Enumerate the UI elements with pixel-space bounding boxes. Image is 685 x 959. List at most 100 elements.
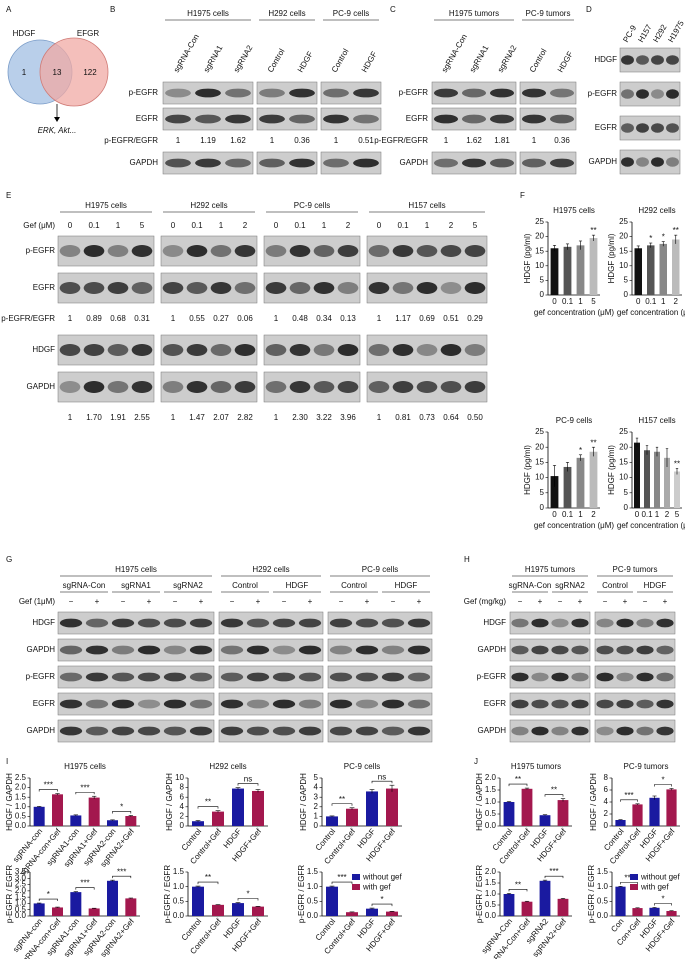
venn-note: ERK, Akt...: [38, 126, 77, 135]
bar: [659, 243, 667, 295]
band: [265, 344, 287, 356]
ratio-value: 0.36: [294, 136, 310, 145]
band: [368, 245, 390, 257]
x-tick-label: 2: [665, 510, 670, 519]
subgroup-label: HDGF: [395, 581, 418, 590]
treatment-sign: +: [308, 597, 313, 606]
band: [220, 726, 244, 736]
y-tick-label: 2.5: [15, 773, 27, 782]
treatment-sign: +: [538, 597, 543, 606]
x-tick-label: 2: [591, 510, 596, 519]
bar: [647, 245, 655, 295]
y-tick-label: 5: [314, 773, 319, 782]
lane-label: 0: [377, 221, 382, 230]
bar: [539, 880, 551, 916]
significance-label: ***: [337, 873, 346, 882]
band: [163, 618, 187, 628]
treatment-sign: +: [199, 597, 204, 606]
bar: [521, 901, 533, 916]
significance-bracket: [544, 794, 564, 797]
band: [353, 88, 379, 98]
significance-label: *: [246, 890, 249, 899]
ratio-value: 1.91: [110, 413, 126, 422]
y-tick-label: 25: [535, 217, 544, 226]
ratio-label: p-EGFR/EGFR: [374, 136, 428, 145]
row-label: EGFR: [484, 699, 506, 708]
panel-letter: I: [6, 757, 8, 766]
band: [265, 381, 287, 393]
band: [272, 618, 296, 628]
band: [616, 645, 634, 655]
y-tick-label: 2.0: [485, 867, 497, 876]
band: [111, 645, 135, 655]
band: [329, 618, 353, 628]
significance-bracket: [75, 887, 95, 890]
treatment-sign: −: [230, 597, 235, 606]
row-label: EGFR: [595, 123, 617, 132]
x-tick-label: 0: [552, 297, 557, 306]
band: [131, 245, 153, 257]
lane-label: 0: [171, 221, 176, 230]
ratio-value: 1: [444, 136, 449, 145]
significance-bracket: [331, 803, 353, 806]
lane-label: 1: [116, 221, 121, 230]
lane-label: sgRNA2: [496, 43, 519, 74]
ratio-value: 0.64: [443, 413, 459, 422]
group-label: H1975 cells: [187, 9, 229, 18]
significance-bracket: [197, 806, 219, 809]
band: [165, 88, 191, 98]
treatment-sign: −: [339, 597, 344, 606]
blot-strip: [57, 665, 215, 689]
band: [195, 114, 221, 124]
significance-label: **: [205, 873, 211, 882]
band: [329, 645, 353, 655]
y-tick-label: 0: [604, 821, 609, 830]
band: [636, 157, 649, 167]
band: [656, 699, 674, 709]
band: [272, 699, 296, 709]
ratio-value: 1: [377, 314, 382, 323]
bar: [326, 816, 338, 826]
lane-label: 0: [274, 221, 279, 230]
treatment-sign: +: [417, 597, 422, 606]
treatment-sign: +: [578, 597, 583, 606]
x-tick-label: 0.1: [645, 297, 657, 306]
blot-strip: [509, 611, 591, 635]
band: [85, 726, 109, 736]
venn-count: 13: [53, 68, 62, 77]
ratio-value: 0.13: [340, 314, 356, 323]
band: [298, 618, 322, 628]
band: [131, 282, 153, 294]
significance-bracket: [112, 811, 132, 814]
bar: [107, 820, 118, 826]
bar: [252, 906, 264, 916]
band: [353, 114, 379, 124]
significance-label: ***: [44, 781, 53, 790]
treatment-sign: +: [256, 597, 261, 606]
lane-label: 0.1: [191, 221, 203, 230]
significance-label: **: [673, 226, 679, 235]
band: [189, 726, 213, 736]
venn-count: 1: [22, 68, 27, 77]
band: [272, 672, 296, 682]
subgroup-label: sgRNA2: [173, 581, 203, 590]
band: [59, 381, 81, 393]
blot-strip: [327, 611, 433, 635]
y-tick-label: 1.5: [15, 892, 27, 901]
x-tick-label: 0: [636, 297, 641, 306]
significance-bracket: [508, 783, 528, 787]
bar: [212, 904, 224, 916]
y-tick-label: 1: [314, 812, 319, 821]
band: [596, 699, 614, 709]
band: [407, 726, 431, 736]
treatment-sign: +: [95, 597, 100, 606]
band: [220, 618, 244, 628]
y-tick-label: 0.0: [15, 911, 27, 920]
x-tick-label: 1: [578, 510, 583, 519]
blot-strip: [509, 719, 591, 743]
significance-label: **: [674, 460, 680, 469]
ratio-value: 0.27: [213, 314, 229, 323]
significance-label: ns: [378, 772, 386, 781]
band: [234, 344, 256, 356]
bar: [503, 802, 515, 826]
